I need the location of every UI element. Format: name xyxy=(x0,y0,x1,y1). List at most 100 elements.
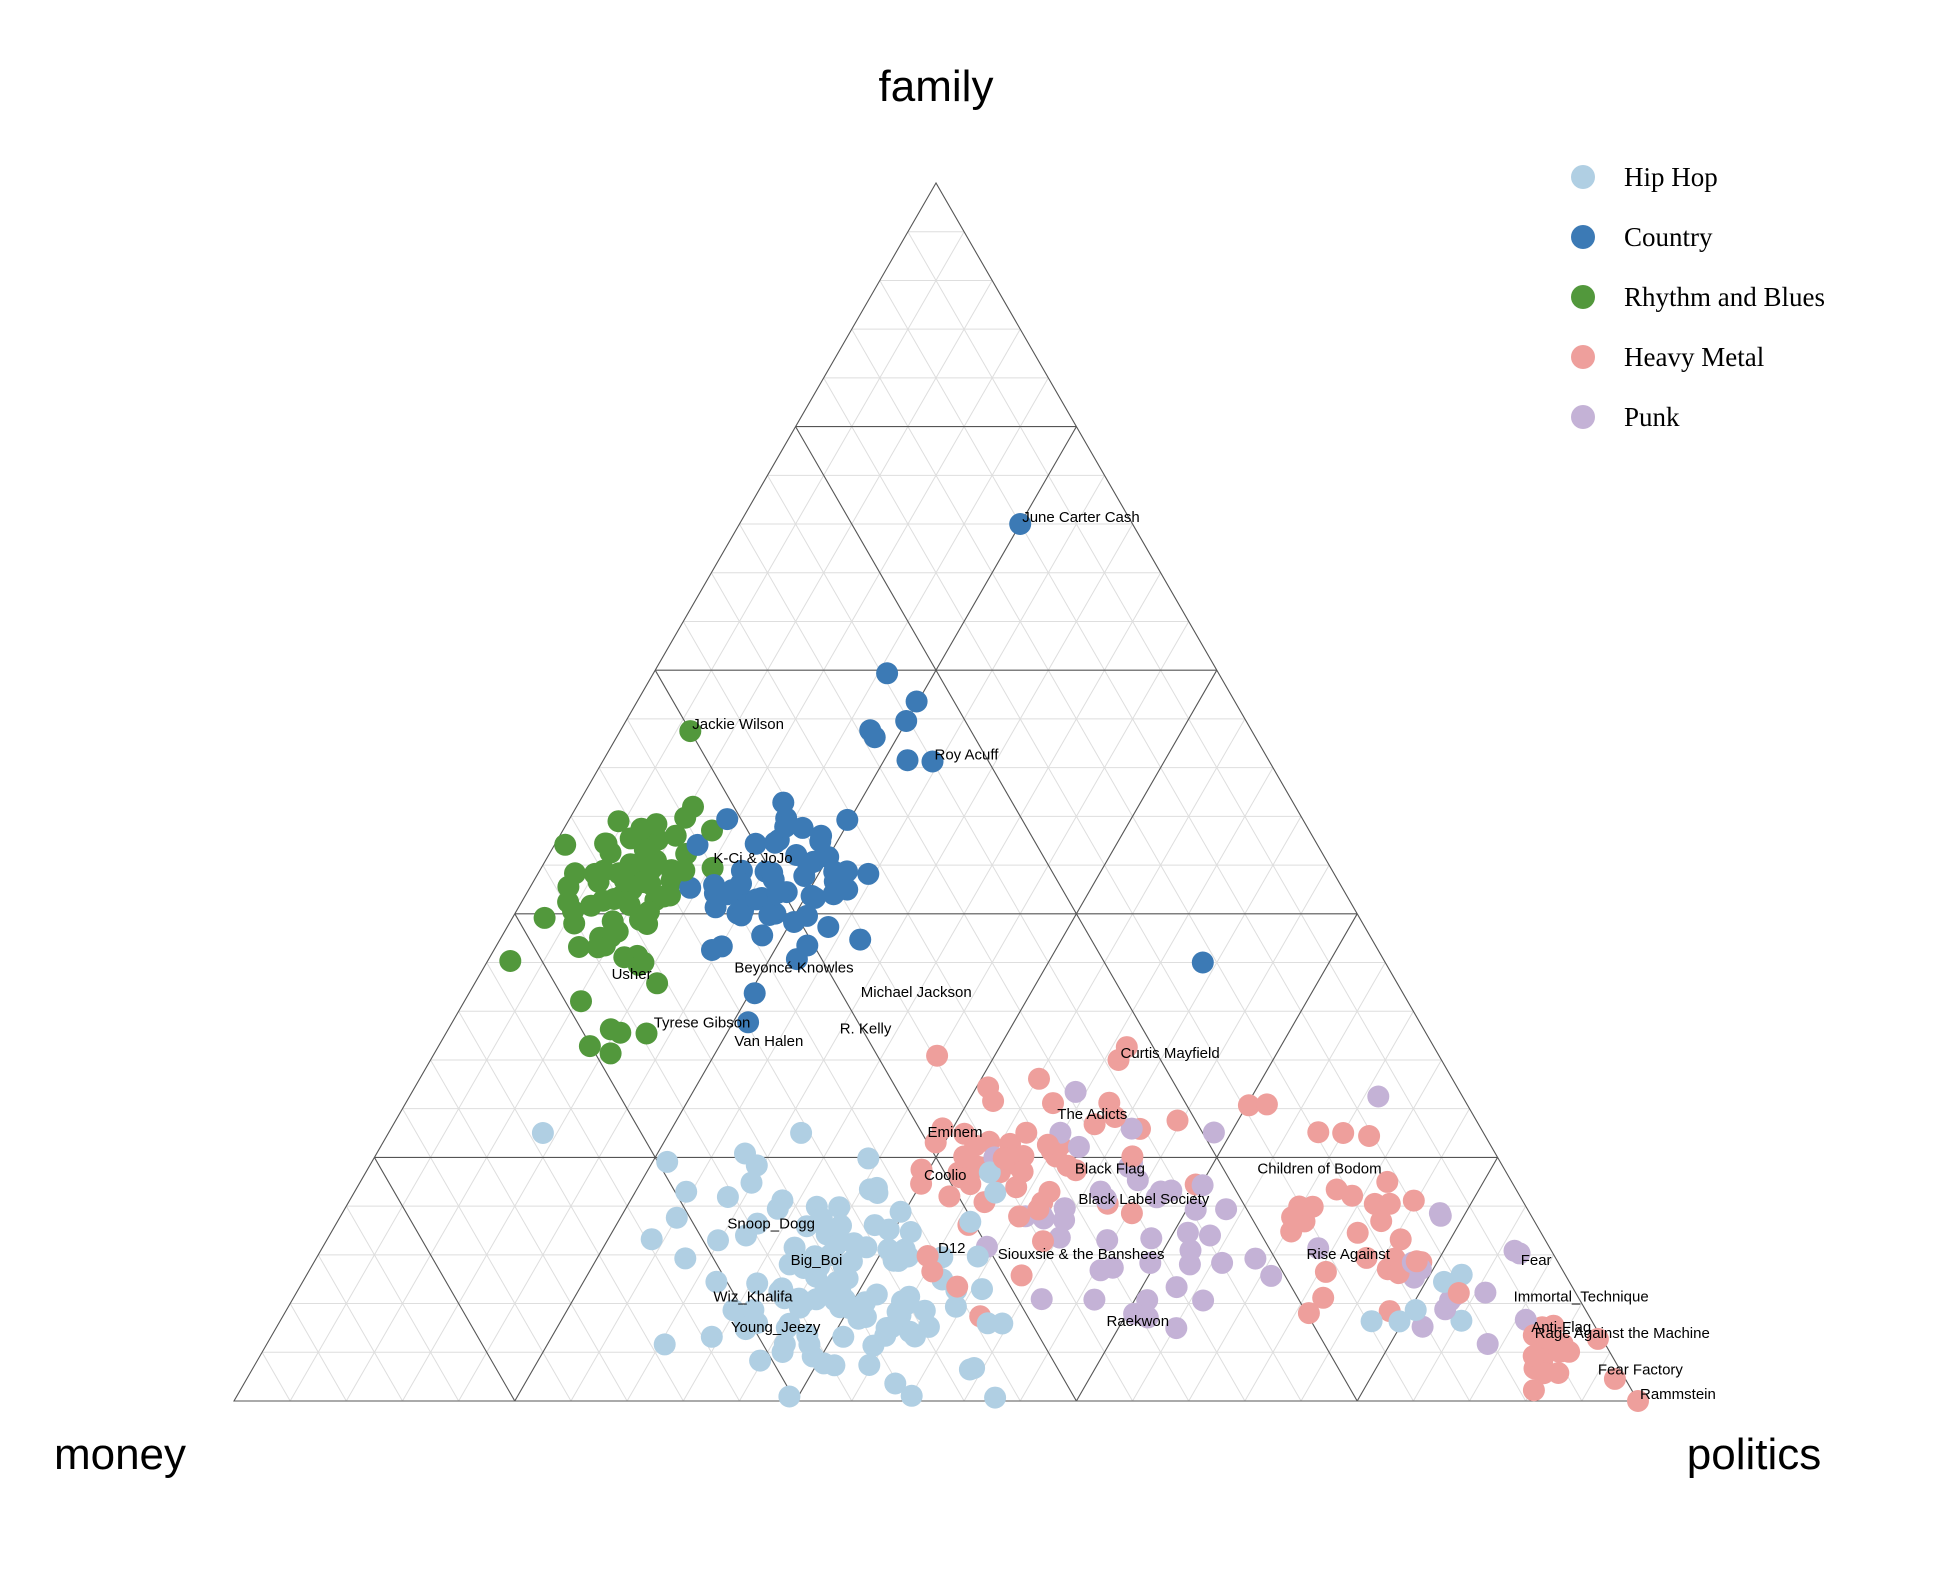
data-point-hip-hop[interactable] xyxy=(700,1325,723,1348)
data-point-hip-hop[interactable] xyxy=(1388,1310,1411,1333)
data-point-heavy-metal[interactable] xyxy=(938,1185,961,1208)
data-point-heavy-metal[interactable] xyxy=(1307,1121,1330,1144)
data-point-heavy-metal[interactable] xyxy=(1402,1189,1425,1212)
data-point-punk[interactable] xyxy=(1244,1247,1267,1270)
data-point-heavy-metal[interactable] xyxy=(1115,1036,1138,1059)
data-point-punk[interactable] xyxy=(1165,1276,1188,1299)
data-point-punk[interactable] xyxy=(1053,1209,1076,1232)
data-point-hip-hop[interactable] xyxy=(790,1121,813,1144)
data-point-hip-hop[interactable] xyxy=(766,1197,789,1220)
data-point-heavy-metal[interactable] xyxy=(1301,1195,1324,1218)
data-point-hip-hop[interactable] xyxy=(857,1147,880,1170)
data-point-hip-hop[interactable] xyxy=(734,1142,756,1165)
data-point-country[interactable] xyxy=(791,816,814,839)
data-point-country[interactable] xyxy=(716,808,739,831)
data-point-punk[interactable] xyxy=(1191,1174,1214,1197)
data-point-punk[interactable] xyxy=(1094,1187,1117,1210)
data-point-rhythm-and-blues[interactable] xyxy=(607,810,630,833)
data-point-rhythm-and-blues[interactable] xyxy=(701,856,724,879)
data-point-punk[interactable] xyxy=(1083,1288,1106,1311)
data-point-country[interactable] xyxy=(730,872,752,895)
data-point-country[interactable] xyxy=(876,662,899,685)
data-point-heavy-metal[interactable] xyxy=(910,1158,933,1181)
data-point-hip-hop[interactable] xyxy=(742,1299,765,1321)
data-point-hip-hop[interactable] xyxy=(884,1372,907,1395)
data-point-hip-hop[interactable] xyxy=(640,1228,663,1251)
data-point-country[interactable] xyxy=(849,928,872,951)
data-point-hip-hop[interactable] xyxy=(991,1312,1014,1335)
data-point-rhythm-and-blues[interactable] xyxy=(578,1035,601,1058)
data-point-hip-hop[interactable] xyxy=(707,1229,729,1252)
data-point-rhythm-and-blues[interactable] xyxy=(595,832,618,855)
data-point-hip-hop[interactable] xyxy=(842,1232,865,1255)
data-point-hip-hop[interactable] xyxy=(944,1295,967,1318)
data-point-heavy-metal[interactable] xyxy=(1032,1230,1054,1253)
data-point-heavy-metal[interactable] xyxy=(1255,1093,1278,1116)
data-point-rhythm-and-blues[interactable] xyxy=(562,900,584,922)
data-point-hip-hop[interactable] xyxy=(891,1290,913,1313)
data-point-country[interactable] xyxy=(686,833,709,856)
data-point-heavy-metal[interactable] xyxy=(977,1076,1000,1099)
data-point-rhythm-and-blues[interactable] xyxy=(554,833,577,856)
data-point-punk[interactable] xyxy=(1165,1317,1188,1340)
data-point-country[interactable] xyxy=(796,934,819,957)
data-point-heavy-metal[interactable] xyxy=(1522,1379,1545,1402)
data-point-hip-hop[interactable] xyxy=(778,1385,801,1408)
data-point-hip-hop[interactable] xyxy=(832,1325,855,1348)
data-point-country[interactable] xyxy=(766,881,789,904)
data-point-heavy-metal[interactable] xyxy=(1121,1145,1144,1168)
data-point-country[interactable] xyxy=(823,860,846,883)
data-point-heavy-metal[interactable] xyxy=(1376,1170,1399,1193)
data-point-country[interactable] xyxy=(921,750,944,773)
data-point-heavy-metal[interactable] xyxy=(1297,1302,1320,1325)
data-point-rhythm-and-blues[interactable] xyxy=(701,819,723,842)
data-point-heavy-metal[interactable] xyxy=(1312,1286,1335,1309)
data-point-country[interactable] xyxy=(836,878,859,901)
data-point-heavy-metal[interactable] xyxy=(1015,1121,1038,1144)
data-point-hip-hop[interactable] xyxy=(795,1215,818,1238)
data-point-hip-hop[interactable] xyxy=(778,1312,801,1335)
data-point-hip-hop[interactable] xyxy=(749,1349,772,1372)
data-point-hip-hop[interactable] xyxy=(963,1357,986,1379)
data-point-punk[interactable] xyxy=(1503,1239,1526,1262)
data-point-hip-hop[interactable] xyxy=(858,1178,881,1201)
data-point-heavy-metal[interactable] xyxy=(1378,1192,1401,1215)
data-point-country[interactable] xyxy=(863,726,886,749)
data-point-hip-hop[interactable] xyxy=(984,1181,1007,1204)
data-point-punk[interactable] xyxy=(1139,1252,1162,1274)
data-point-country[interactable] xyxy=(905,690,928,713)
data-point-hip-hop[interactable] xyxy=(1360,1310,1383,1333)
data-point-punk[interactable] xyxy=(1136,1289,1159,1312)
data-point-punk[interactable] xyxy=(1176,1221,1199,1244)
data-point-heavy-metal[interactable] xyxy=(1405,1250,1428,1273)
data-point-heavy-metal[interactable] xyxy=(1083,1113,1106,1136)
data-point-punk[interactable] xyxy=(1215,1198,1238,1221)
data-point-rhythm-and-blues[interactable] xyxy=(499,950,522,972)
data-point-hip-hop[interactable] xyxy=(877,1238,900,1261)
data-point-punk[interactable] xyxy=(1184,1198,1207,1221)
data-point-hip-hop[interactable] xyxy=(959,1210,982,1233)
data-point-rhythm-and-blues[interactable] xyxy=(632,871,654,894)
data-point-country[interactable] xyxy=(744,832,767,855)
data-point-hip-hop[interactable] xyxy=(829,1296,852,1319)
data-point-heavy-metal[interactable] xyxy=(946,1275,969,1298)
data-point-rhythm-and-blues[interactable] xyxy=(568,936,590,958)
data-point-punk[interactable] xyxy=(1411,1315,1434,1338)
data-point-punk[interactable] xyxy=(1199,1224,1221,1247)
data-point-punk[interactable] xyxy=(1202,1121,1225,1144)
data-point-heavy-metal[interactable] xyxy=(1008,1205,1031,1228)
data-point-hip-hop[interactable] xyxy=(531,1122,554,1144)
data-point-rhythm-and-blues[interactable] xyxy=(570,990,592,1013)
data-point-heavy-metal[interactable] xyxy=(1166,1109,1189,1132)
data-point-hip-hop[interactable] xyxy=(978,1161,1001,1184)
data-point-country[interactable] xyxy=(809,830,832,853)
data-point-rhythm-and-blues[interactable] xyxy=(679,720,702,743)
data-point-country[interactable] xyxy=(896,749,919,772)
data-point-heavy-metal[interactable] xyxy=(1036,1133,1059,1156)
data-point-heavy-metal[interactable] xyxy=(1532,1362,1555,1385)
data-point-country[interactable] xyxy=(783,911,805,933)
data-point-rhythm-and-blues[interactable] xyxy=(587,936,609,959)
data-point-hip-hop[interactable] xyxy=(705,1270,728,1293)
data-point-punk[interactable] xyxy=(1140,1227,1163,1250)
data-point-hip-hop[interactable] xyxy=(1450,1263,1473,1286)
